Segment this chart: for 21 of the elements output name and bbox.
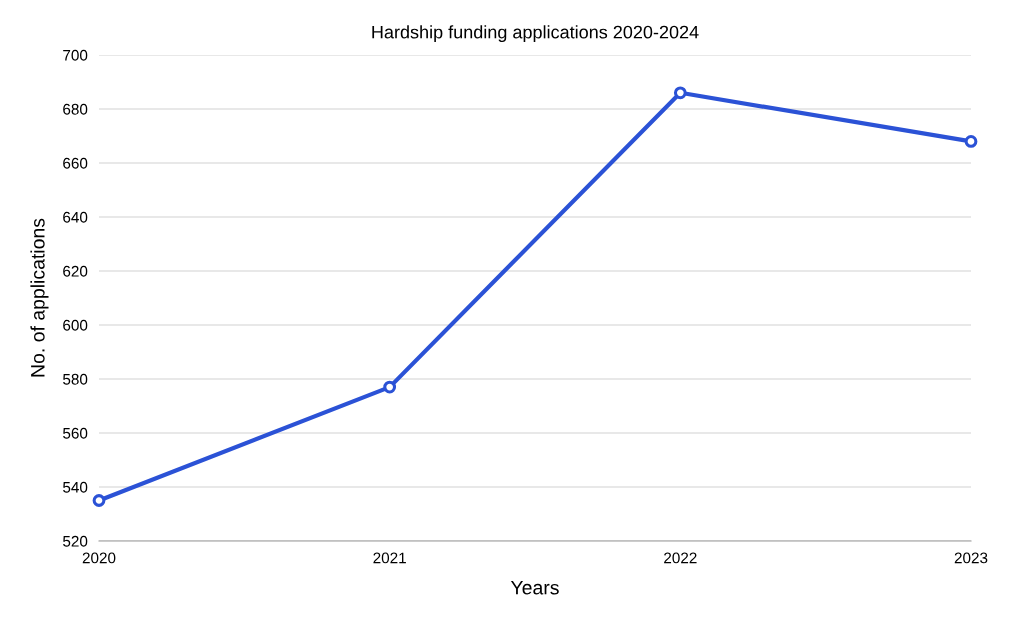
y-tick-label: 660 [63,157,88,169]
chart-title: Hardship funding applications 2020-2024 [372,25,699,43]
y-tick-label: 520 [63,535,88,547]
point [964,135,978,148]
y-axis-title: No. of applications [30,218,49,377]
y-tick-label: 560 [63,427,88,439]
x-tick-label: 2020 [82,552,116,564]
y-tick-label: 540 [63,481,88,493]
x-tick-label: 2022 [664,552,697,564]
x-tick-label: 2023 [954,552,988,564]
x-tick-label: 2021 [373,552,406,564]
y-tick-label: 580 [63,373,88,385]
y-tick-label: 640 [63,211,88,223]
point [92,494,106,507]
y-tick-label: 700 [63,49,88,61]
x-axis-title: Years [510,580,559,595]
y-tick-label: 680 [63,103,88,115]
y-tick-label: 600 [63,319,88,331]
point [383,380,397,394]
y-tick-label: 620 [63,265,88,277]
point [673,86,687,100]
